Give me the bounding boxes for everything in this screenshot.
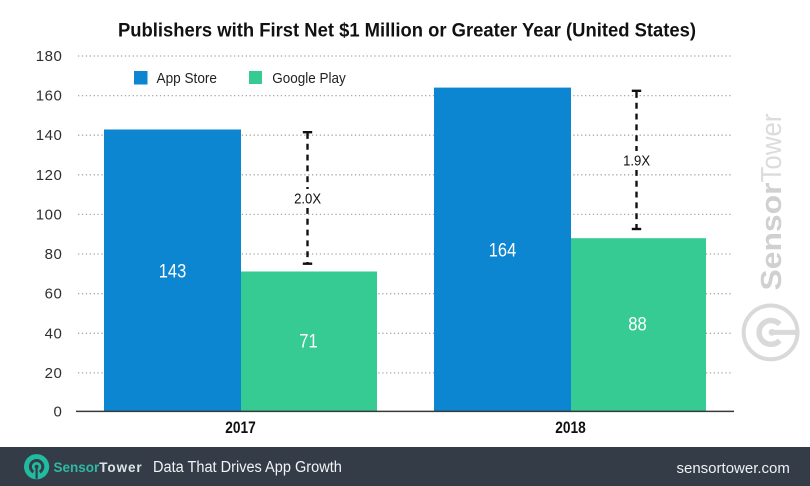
svg-text:164: 164 — [489, 240, 517, 261]
svg-text:0: 0 — [53, 404, 62, 421]
svg-text:88: 88 — [628, 315, 647, 336]
svg-text:20: 20 — [45, 365, 63, 382]
svg-text:100: 100 — [36, 206, 63, 223]
svg-text:2017: 2017 — [225, 419, 256, 437]
svg-text:Publishers with First Net $1 M: Publishers with First Net $1 Million or … — [118, 21, 696, 42]
svg-text:Google Play: Google Play — [272, 71, 346, 87]
svg-text:71: 71 — [299, 332, 318, 353]
svg-text:2.0X: 2.0X — [294, 191, 321, 207]
svg-text:1.9X: 1.9X — [623, 154, 650, 170]
svg-text:40: 40 — [45, 325, 63, 342]
svg-text:SensorTower: SensorTower — [756, 113, 788, 290]
svg-text:160: 160 — [36, 88, 63, 105]
svg-text:2018: 2018 — [555, 419, 586, 437]
svg-text:180: 180 — [36, 48, 63, 65]
svg-text:143: 143 — [159, 262, 187, 283]
svg-text:140: 140 — [36, 127, 63, 144]
svg-text:80: 80 — [45, 246, 63, 263]
svg-text:120: 120 — [36, 167, 63, 184]
svg-text:App Store: App Store — [157, 71, 218, 87]
svg-text:60: 60 — [45, 286, 63, 303]
